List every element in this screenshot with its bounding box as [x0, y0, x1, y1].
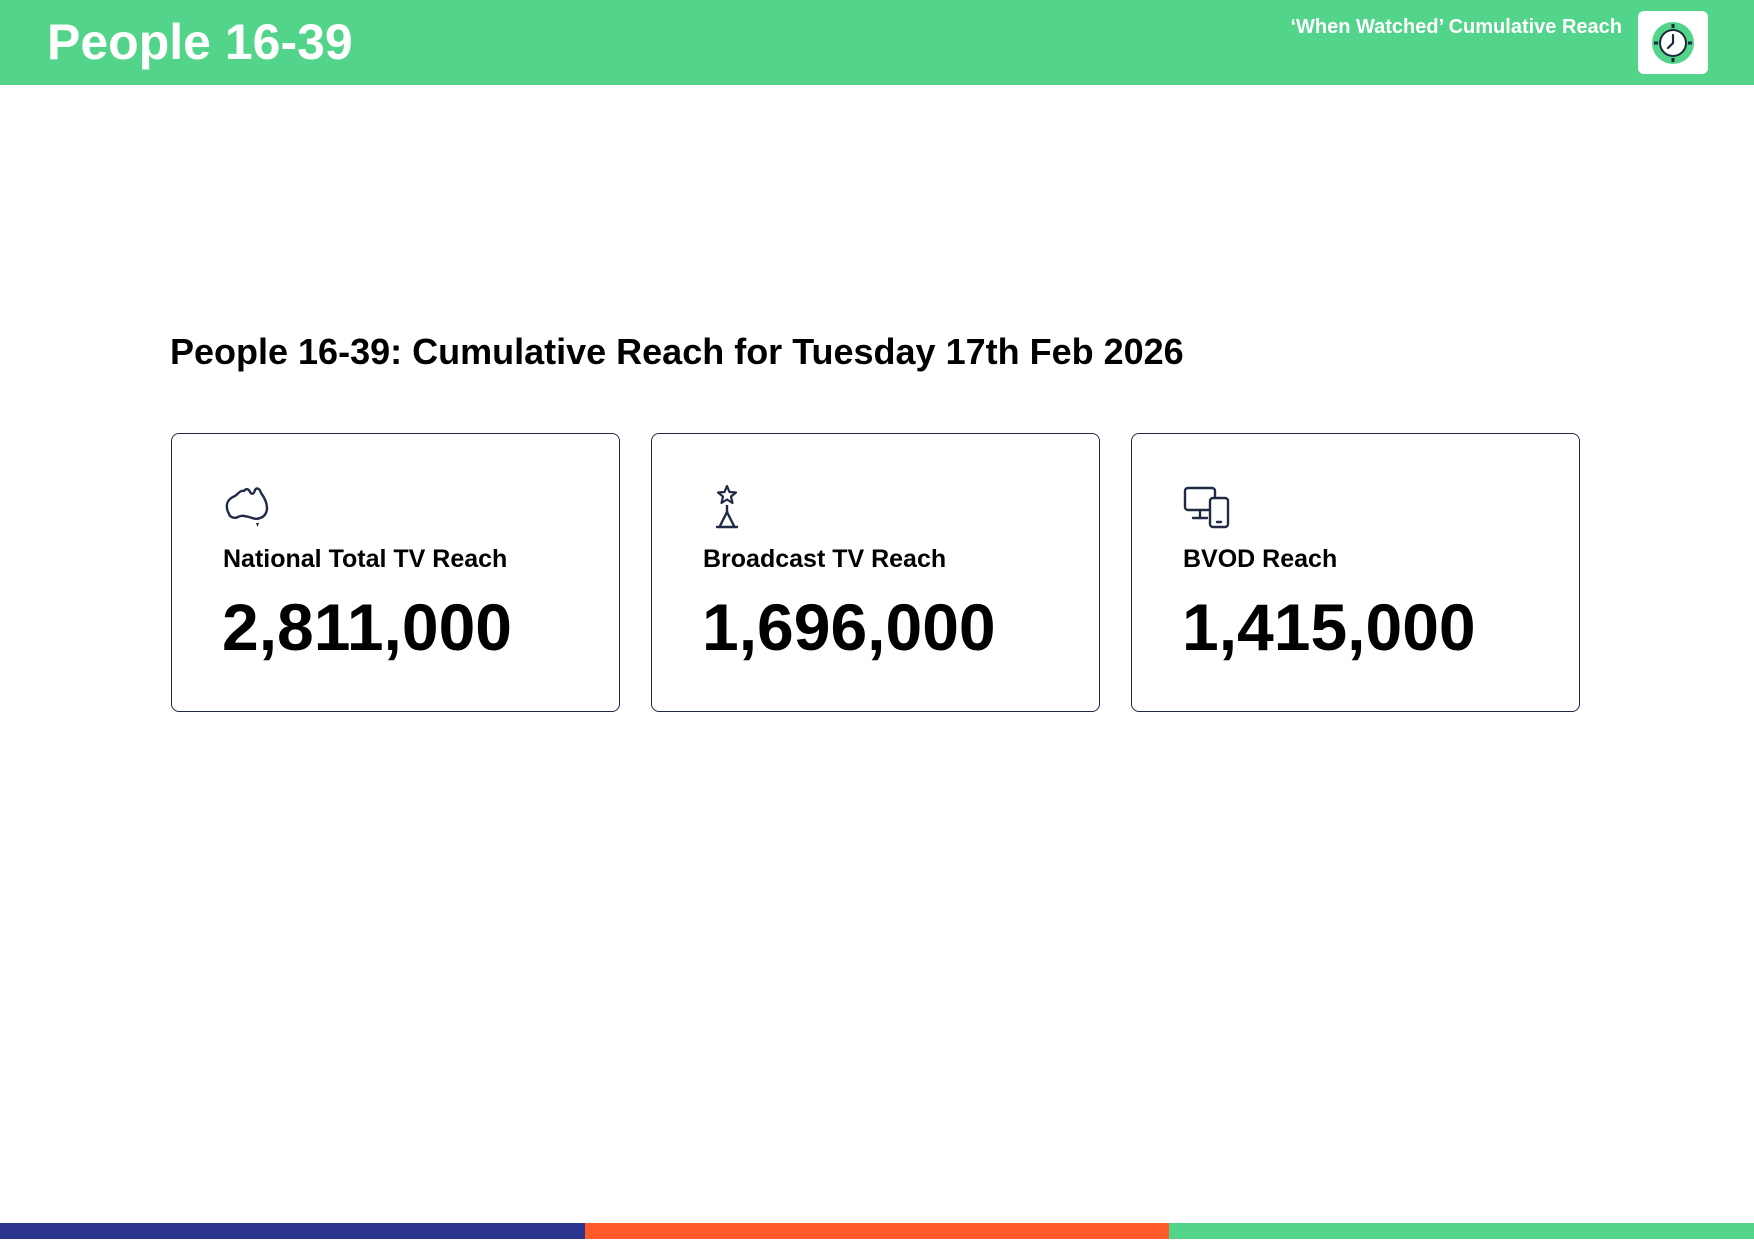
- card-value: 1,415,000: [1182, 590, 1476, 664]
- header-bar: People 16-39 ‘When Watched’ Cumulative R…: [0, 0, 1754, 85]
- clock-logo: [1638, 11, 1708, 74]
- section-title: People 16-39: Cumulative Reach for Tuesd…: [170, 331, 1184, 372]
- card-label: BVOD Reach: [1183, 545, 1338, 573]
- footer-color-bar: [0, 1223, 1754, 1239]
- card-value: 1,696,000: [702, 590, 996, 664]
- footer-segment-navy: [0, 1223, 585, 1239]
- card-broadcast-tv-reach: Broadcast TV Reach 1,696,000: [651, 433, 1100, 712]
- devices-icon: [1183, 486, 1230, 529]
- card-label: National Total TV Reach: [223, 545, 508, 573]
- card-national-total-tv-reach: National Total TV Reach 2,811,000: [171, 433, 620, 712]
- australia-map-icon: [225, 487, 269, 527]
- clock-icon: [1652, 21, 1694, 64]
- footer-segment-green: [1169, 1223, 1754, 1239]
- card-label: Broadcast TV Reach: [703, 545, 947, 573]
- broadcast-tower-icon: [715, 484, 739, 529]
- card-value: 2,811,000: [222, 590, 512, 664]
- page-title: People 16-39: [47, 14, 353, 70]
- footer-segment-orange: [584, 1223, 1170, 1239]
- card-bvod-reach: BVOD Reach 1,415,000: [1131, 433, 1580, 712]
- report-subtitle: ‘When Watched’ Cumulative Reach: [1290, 16, 1622, 38]
